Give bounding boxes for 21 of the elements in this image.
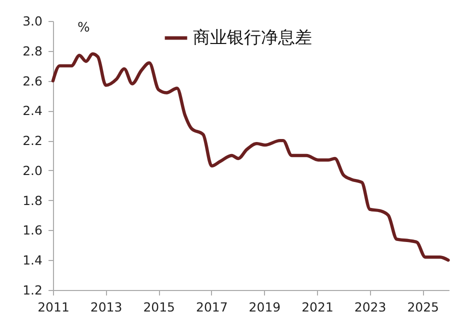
y-tick-label: 2.0 [22, 162, 43, 178]
y-tick-label: 3.0 [22, 14, 43, 28]
y-tick-label: 2.4 [22, 103, 43, 118]
x-tick-label: 2017 [196, 300, 228, 314]
y-tick-label: 2.8 [22, 43, 43, 58]
x-tick-label: 2013 [90, 300, 122, 314]
y-tick-label: 1.2 [22, 282, 42, 298]
x-tick-label: 2015 [143, 300, 176, 314]
x-tick-label: 2025 [407, 300, 440, 314]
legend-label: 商业银行净息差 [193, 28, 312, 48]
x-tick-label: 2023 [354, 300, 386, 314]
y-tick-label: 1.6 [22, 222, 43, 238]
y-tick-label: 1.4 [22, 252, 43, 268]
line-series [51, 52, 450, 262]
y-tick-label: 2.2 [22, 133, 42, 148]
x-tick-label: 2019 [248, 300, 281, 314]
x-tick-label: 2021 [302, 300, 334, 314]
y-tick-label: 2.6 [22, 73, 43, 88]
x-tick-label: 2011 [38, 300, 70, 314]
y-axis-title: % [78, 20, 90, 36]
y-tick-label: 1.8 [22, 192, 43, 208]
